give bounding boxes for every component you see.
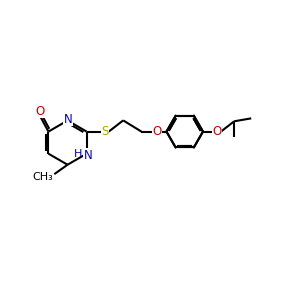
Text: N: N xyxy=(64,112,73,126)
Text: O: O xyxy=(152,125,161,138)
Text: O: O xyxy=(212,125,222,138)
Text: S: S xyxy=(101,125,109,138)
Text: N: N xyxy=(84,149,92,162)
Text: CH₃: CH₃ xyxy=(32,172,53,182)
Text: O: O xyxy=(36,105,45,118)
Text: H: H xyxy=(74,149,82,159)
